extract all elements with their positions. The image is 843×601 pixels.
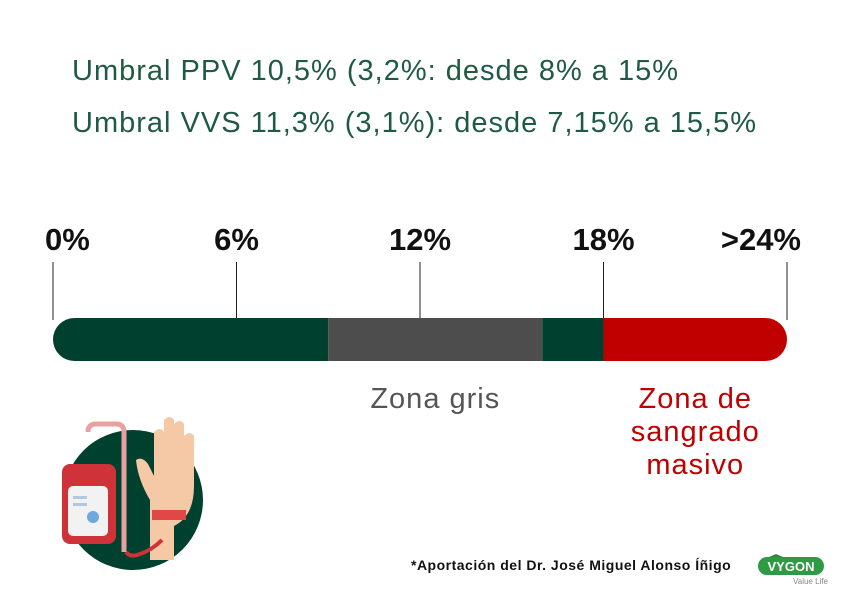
tick-label: 6% — [214, 222, 259, 257]
band-label: Zona de — [639, 383, 752, 415]
title-line: Umbral VVS 11,3% (3,1%): desde 7,15% a 1… — [72, 107, 757, 139]
illustration — [62, 417, 203, 570]
band-label: masivo — [646, 449, 744, 481]
tick-label: 0% — [45, 222, 90, 257]
band — [542, 318, 604, 361]
logo: VYGON Value Life — [758, 554, 829, 586]
band — [328, 318, 543, 361]
band-label: sangrado — [631, 416, 760, 448]
band — [53, 318, 329, 361]
tick-label: 18% — [572, 222, 634, 257]
tick-label: 12% — [389, 222, 451, 257]
footnote: *Aportación del Dr. José Miguel Alonso Í… — [411, 557, 731, 573]
range-bar — [53, 318, 787, 361]
title-line: Umbral PPV 10,5% (3,2%: desde 8% a 15% — [72, 55, 679, 87]
band-label: Zona gris — [370, 383, 500, 415]
band — [603, 318, 787, 361]
logo-text: VYGON — [768, 559, 815, 574]
tick-label: >24% — [721, 222, 801, 257]
logo-tagline: Value Life — [793, 577, 829, 586]
